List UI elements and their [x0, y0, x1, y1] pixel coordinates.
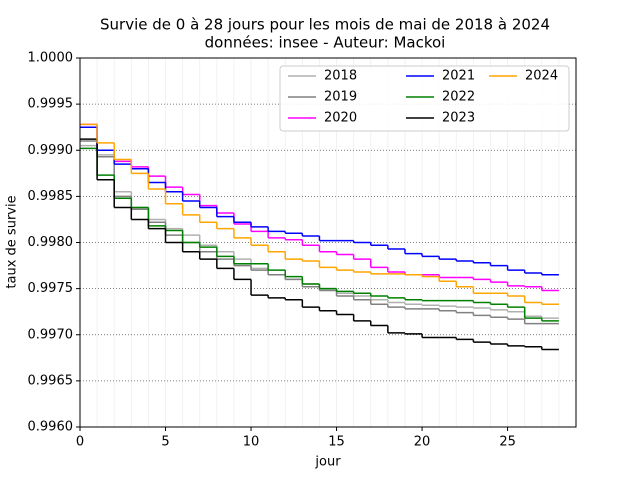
y-tick-label: 0.9965	[28, 373, 74, 388]
legend-label: 2021	[442, 69, 475, 84]
y-tick-label: 0.9970	[28, 327, 74, 342]
chart-title: Survie de 0 à 28 jours pour les mois de …	[100, 16, 550, 34]
x-tick-label: 15	[328, 435, 345, 450]
y-tick-label: 1.0000	[28, 51, 74, 66]
legend-label: 2019	[324, 90, 357, 105]
x-axis-label: jour	[314, 455, 341, 470]
legend-label: 2023	[442, 111, 475, 126]
y-axis-label: taux de survie	[5, 195, 20, 288]
legend-label: 2024	[525, 69, 558, 84]
y-tick-label: 0.9995	[28, 97, 74, 112]
x-tick-label: 0	[76, 435, 84, 450]
legend-label: 2022	[442, 90, 475, 105]
y-tick-label: 0.9960	[28, 420, 74, 435]
y-tick-label: 0.9975	[28, 281, 74, 296]
y-tick-label: 0.9980	[28, 235, 74, 250]
legend: 2018 2019 2020 2021 2022 2023 2024	[279, 65, 570, 132]
y-tick-label: 0.9985	[28, 189, 74, 204]
legend-label: 2018	[324, 69, 357, 84]
x-tick-label: 25	[499, 435, 516, 450]
legend-label: 2020	[324, 111, 357, 126]
x-tick-label: 5	[161, 435, 169, 450]
y-tick-label: 0.9990	[28, 143, 74, 158]
legend-box	[279, 65, 570, 132]
axes: 0.9960 0.9965 0.9970 0.9975 0.9980 0.9985 0.99…	[28, 51, 516, 450]
x-tick-label: 10	[243, 435, 260, 450]
x-tick-label: 20	[414, 435, 431, 450]
chart-subtitle: données: insee - Auteur: Mackoi	[205, 34, 446, 52]
plot	[80, 123, 559, 351]
